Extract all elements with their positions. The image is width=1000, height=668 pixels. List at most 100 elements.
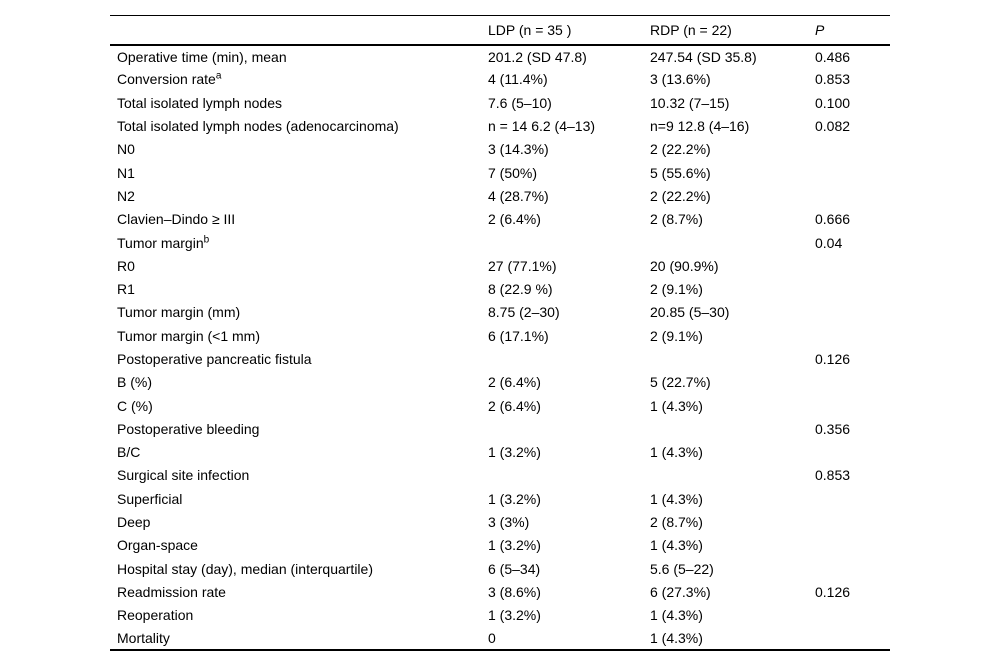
row-label-cell: Total isolated lymph nodes <box>110 91 488 114</box>
rdp-value-cell: 2 (22.2%) <box>650 187 711 204</box>
rdp-value-cell: 10.32 (7–15) <box>650 94 730 111</box>
ldp-value-cell <box>488 417 650 440</box>
rdp-value-cell: 2 (9.1%) <box>650 327 703 344</box>
p-value-cell: 0.356 <box>815 420 851 437</box>
row-label-cell: Postoperative bleeding <box>110 417 488 440</box>
row-label: Postoperative pancreatic fistula <box>117 351 312 367</box>
p-value-cell <box>815 254 890 277</box>
rdp-value-cell: 2 (8.7%) <box>650 514 703 531</box>
ldp-value-cell: 201.2 (SD 47.8) <box>488 48 587 65</box>
row-label: Conversion rate <box>117 71 216 88</box>
table-row: Reoperation 1 (3.2%) 1 (4.3%) <box>110 604 890 627</box>
rdp-value-cell: 2 (8.7%) <box>650 211 703 228</box>
row-label-cell: Organ-space <box>110 534 488 557</box>
row-label: Surgical site infection <box>117 467 250 484</box>
table-row: Tumor margin (mm) 8.75 (2–30) 20.85 (5–3… <box>110 301 890 324</box>
table-row: Total isolated lymph nodes (adenocarcino… <box>110 114 890 137</box>
p-value-cell <box>815 161 890 184</box>
rdp-value-cell: 247.54 (SD 35.8) <box>650 48 757 65</box>
row-label-cell: N1 <box>110 161 488 184</box>
ldp-value-cell: 6 (17.1%) <box>488 327 549 344</box>
row-label: Readmission rate <box>117 583 226 600</box>
row-label-cell: Mortality <box>110 627 488 650</box>
row-label-cell: R1 <box>110 277 488 300</box>
p-value-cell: 0.126 <box>815 351 851 367</box>
ldp-value-cell: 1 (3.2%) <box>488 490 541 507</box>
table-row: Total isolated lymph nodes 7.6 (5–10) 10… <box>110 91 890 114</box>
p-value-cell <box>815 557 890 580</box>
table-row: Operative time (min), mean 201.2 (SD 47.… <box>110 45 890 68</box>
rdp-value-cell: 2 (22.2%) <box>650 141 711 158</box>
p-value-cell <box>815 138 890 161</box>
row-label-cell: Conversion ratea <box>110 68 488 91</box>
table-row: Tumor marginb 0.04 <box>110 231 890 254</box>
rdp-value-cell: 6 (27.3%) <box>650 583 711 600</box>
ldp-value-cell: 1 (3.2%) <box>488 537 541 554</box>
p-value-cell <box>815 184 890 207</box>
rdp-value-cell: 1 (4.3%) <box>650 490 703 507</box>
table-row: R1 8 (22.9 %) 2 (9.1%) <box>110 277 890 300</box>
row-label: B (%) <box>117 374 152 391</box>
row-label-cell: Surgical site infection <box>110 464 488 487</box>
p-value-cell <box>815 534 890 557</box>
row-label-cell: Tumor marginb <box>110 231 488 254</box>
ldp-value-cell: 7.6 (5–10) <box>488 94 552 111</box>
table-row: B (%) 2 (6.4%) 5 (22.7%) <box>110 371 890 394</box>
row-label-superscript-icon: a <box>215 70 222 82</box>
header-cell-ldp: LDP (n = 35 ) <box>488 15 650 46</box>
row-label: N2 <box>117 187 135 204</box>
ldp-value-cell: 2 (6.4%) <box>488 211 541 228</box>
table-row: Postoperative bleeding 0.356 <box>110 417 890 440</box>
row-label-cell: Postoperative pancreatic fistula <box>110 347 488 370</box>
table-row: N1 7 (50%) 5 (55.6%) <box>110 161 890 184</box>
p-value-cell <box>815 487 890 510</box>
table-row: Organ-space 1 (3.2%) 1 (4.3%) <box>110 534 890 557</box>
row-label: Tumor margin (mm) <box>117 304 241 321</box>
row-label: Tumor margin (<1 mm) <box>117 327 261 344</box>
rdp-value-cell: 5.6 (5–22) <box>650 560 714 577</box>
p-value-cell <box>815 324 890 347</box>
row-label-cell: N0 <box>110 138 488 161</box>
ldp-value-cell: 8.75 (2–30) <box>488 304 560 321</box>
rdp-value-cell: 5 (22.7%) <box>650 374 711 391</box>
row-label-cell: Reoperation <box>110 604 488 627</box>
rdp-value-cell <box>650 347 815 370</box>
row-label: B/C <box>117 444 141 461</box>
row-label-cell: Clavien–Dindo ≥ III <box>110 208 488 231</box>
row-label-superscript-icon: b <box>203 233 210 245</box>
table-row: B/C 1 (3.2%) 1 (4.3%) <box>110 441 890 464</box>
ldp-value-cell: n = 14 6.2 (4–13) <box>488 118 596 135</box>
ldp-value-cell: 7 (50%) <box>488 164 538 181</box>
row-label-cell: Hospital stay (day), median (interquarti… <box>110 557 488 580</box>
table-row: Readmission rate 3 (8.6%) 6 (27.3%) 0.12… <box>110 580 890 603</box>
ldp-value-cell: 3 (3%) <box>488 514 530 531</box>
row-label-cell: Total isolated lymph nodes (adenocarcino… <box>110 114 488 137</box>
ldp-value-cell: 1 (3.2%) <box>488 607 541 624</box>
ldp-value-cell: 2 (6.4%) <box>488 374 541 391</box>
ldp-value-cell: 6 (5–34) <box>488 560 541 577</box>
rdp-value-cell: 20 (90.9%) <box>650 257 719 274</box>
rdp-value-cell: 1 (4.3%) <box>650 630 703 647</box>
ldp-value-cell: 27 (77.1%) <box>488 257 557 274</box>
row-label-cell: Deep <box>110 510 488 533</box>
header-cell-rdp: RDP (n = 22) <box>650 15 815 46</box>
rdp-value-cell: 5 (55.6%) <box>650 164 711 181</box>
row-label: Organ-space <box>117 537 198 554</box>
ldp-value-cell: 4 (28.7%) <box>488 187 549 204</box>
p-value-cell <box>815 627 890 650</box>
ldp-value-cell: 2 (6.4%) <box>488 397 541 414</box>
table-row: Postoperative pancreatic fistula 0.126 <box>110 347 890 370</box>
row-label: Total isolated lymph nodes <box>117 94 282 111</box>
ldp-rdp-comparison-table: LDP (n = 35 ) RDP (n = 22) P Operative t… <box>110 15 890 652</box>
row-label-cell: B (%) <box>110 371 488 394</box>
rdp-value-cell: 1 (4.3%) <box>650 607 703 624</box>
table-row: N0 3 (14.3%) 2 (22.2%) <box>110 138 890 161</box>
ldp-value-cell: 8 (22.9 %) <box>488 281 553 298</box>
table-row: R0 27 (77.1%) 20 (90.9%) <box>110 254 890 277</box>
table-header-row: LDP (n = 35 ) RDP (n = 22) P <box>110 15 890 46</box>
row-label-cell: B/C <box>110 441 488 464</box>
p-value-cell: 0.100 <box>815 94 851 111</box>
ldp-value-cell <box>488 464 650 487</box>
ldp-value-cell: 4 (11.4%) <box>488 71 548 88</box>
